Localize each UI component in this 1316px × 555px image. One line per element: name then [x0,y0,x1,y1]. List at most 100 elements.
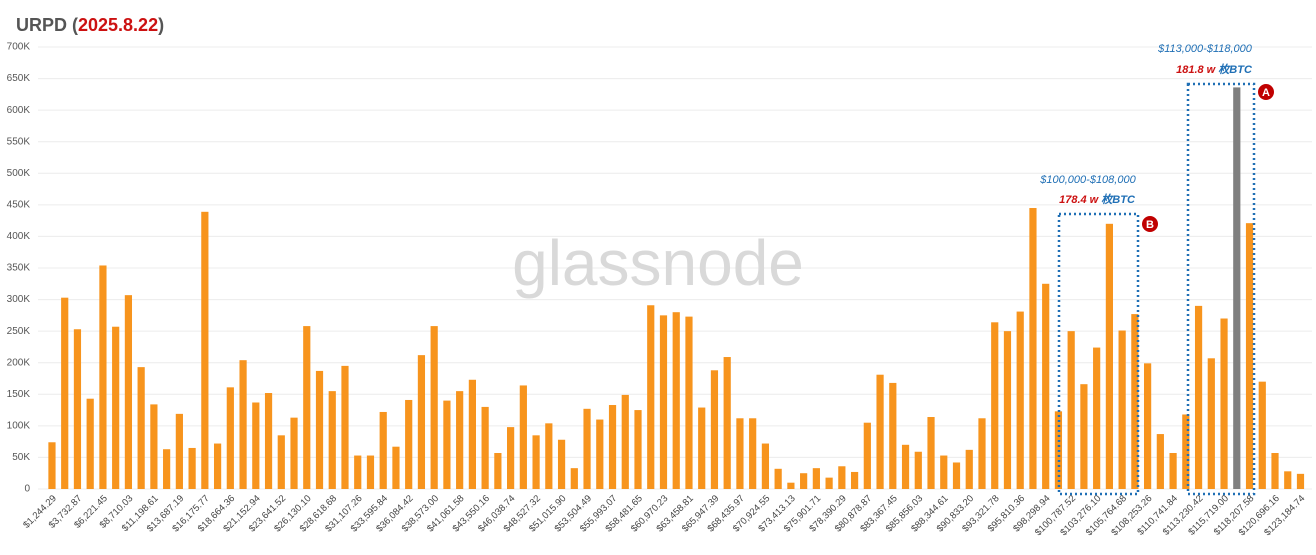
bar [1296,473,1305,489]
bar [1093,347,1101,489]
bar [175,413,183,489]
watermark: glassnode [512,227,804,299]
bar [723,357,731,489]
bar [405,399,413,489]
bar [838,466,846,489]
bar [965,449,973,489]
y-tick-label: 500K [7,168,31,179]
bar [1029,208,1037,489]
bar [1105,223,1113,490]
bars [48,87,1305,490]
y-tick-label: 350K [7,263,31,274]
bar [927,417,935,489]
bar [1016,311,1024,489]
bar [328,391,336,489]
marker-circle [1258,84,1274,100]
bar [163,449,171,489]
bar [583,408,591,489]
bar [61,297,69,489]
y-tick-label: 650K [7,73,31,84]
bar [1080,384,1088,489]
bar [150,404,158,489]
bar [201,211,209,489]
bar [1144,363,1152,489]
bar [736,418,744,489]
bar [761,443,770,489]
bar [417,355,426,489]
amount: 178.4 w [1059,194,1100,206]
bar [608,405,617,489]
bar [570,468,578,489]
bar [315,370,324,489]
bar [1156,434,1164,489]
bar [341,365,349,489]
bar [519,385,527,489]
bar [621,394,629,489]
y-tick-label: 150K [7,389,31,400]
bar [366,455,375,489]
bar [863,422,871,489]
bar [1131,314,1139,489]
y-tick-label: 250K [7,326,31,337]
marker-label: B [1146,219,1154,231]
bar [1233,87,1241,489]
bar [226,387,234,489]
bar [494,453,502,489]
annotation-range: $100,000-$108,000 [1039,174,1136,186]
bar [749,418,757,489]
bar [532,435,540,489]
marker-circle [1142,216,1158,232]
bar [952,462,961,489]
bar [659,315,668,489]
bar [430,326,438,489]
bar [456,391,464,489]
annotation-amount: 181.8 w 枚BTC [1176,63,1253,76]
bar [850,471,859,489]
bar [277,435,285,489]
bar [507,427,515,489]
bar [710,370,719,489]
y-tick-label: 0 [24,484,30,495]
bar [188,447,196,489]
bar [290,417,298,489]
bar [99,265,107,489]
bar [1220,318,1228,489]
bar [1182,414,1190,489]
bar [825,477,833,489]
bar [1042,283,1050,489]
bar [596,419,604,489]
chart-title: URPD (2025.8.22) [16,15,164,35]
bar [698,407,706,489]
bar [672,312,680,489]
bar [264,393,273,489]
bar [914,451,922,489]
bar [787,482,795,489]
bar [940,455,948,489]
bar [1067,331,1075,489]
y-tick-label: 50K [12,452,30,463]
bar [137,367,145,489]
bar [303,326,311,489]
bar [112,326,120,489]
annotation-amount: 178.4 w 枚BTC [1059,193,1136,206]
y-tick-label: 200K [7,357,31,368]
unit: 枚BTC [1101,193,1136,206]
title-text: URPD ( [16,15,78,35]
bar [545,423,553,489]
bar [392,446,400,489]
bar [1207,358,1215,489]
highlight-box [1186,82,1256,496]
bar [213,443,222,489]
annotation-range: $113,000-$118,000 [1157,43,1253,55]
unit: 枚BTC [1218,63,1253,76]
title-close: ) [158,15,164,35]
y-tick-label: 300K [7,294,31,305]
bar [800,473,808,489]
bar [774,468,782,489]
bar [1169,453,1177,489]
bar [1245,223,1254,489]
marker-label: A [1262,87,1270,99]
bar [557,439,566,489]
bar [685,316,693,489]
